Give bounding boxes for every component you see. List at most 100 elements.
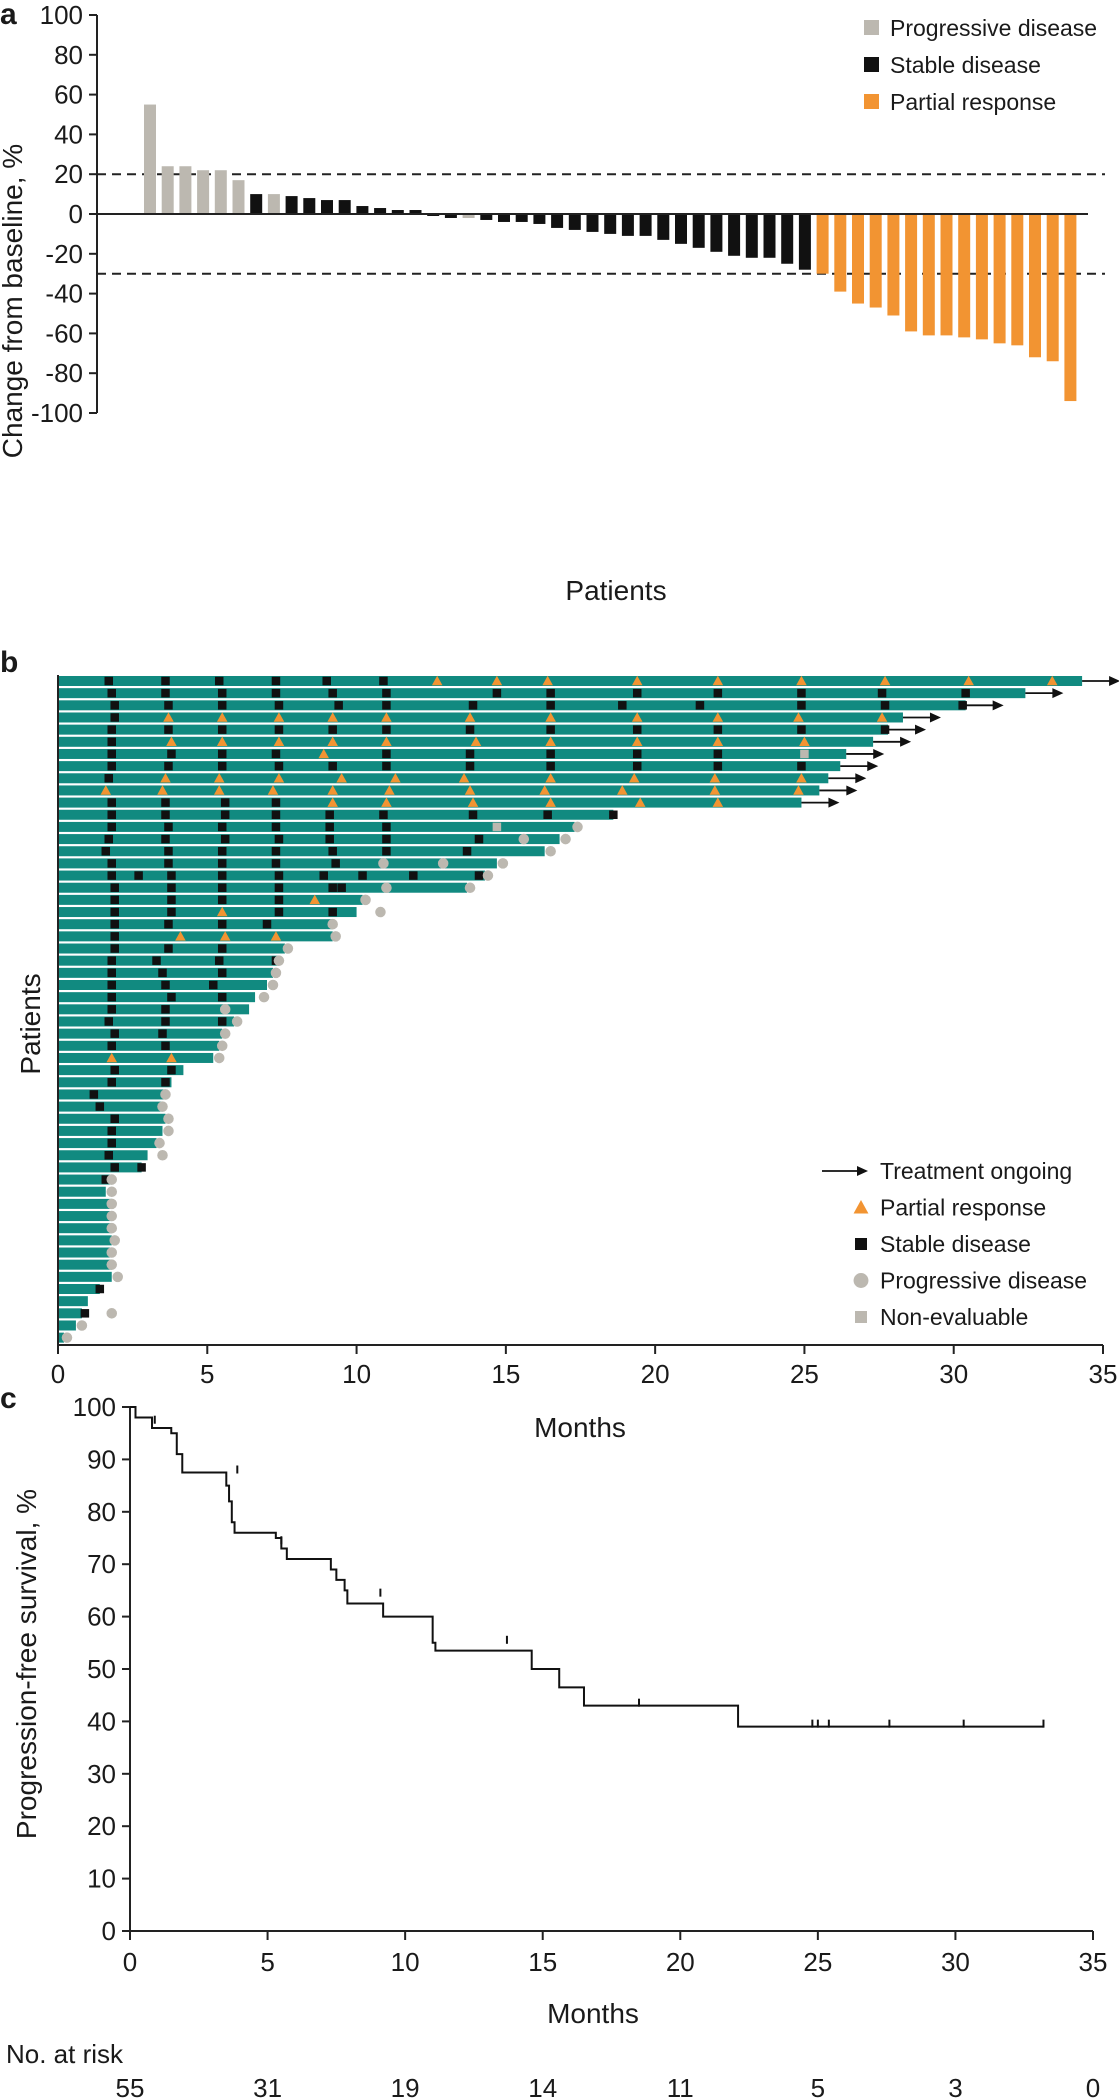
b-partial-marker [213, 785, 225, 795]
b-partial-marker [545, 797, 556, 807]
b-stable-marker [95, 1102, 105, 1111]
b-ongoing-arrow-head [1052, 688, 1064, 699]
b-ongoing-arrow-head [992, 700, 1004, 711]
b-partial-marker [309, 894, 321, 905]
b-patient-bar [58, 834, 560, 845]
b-stable-marker [274, 895, 284, 905]
b-stable-marker [220, 834, 230, 844]
a-bar [1046, 214, 1059, 362]
a-bar [940, 214, 953, 336]
panel-a-y-title: Change from baseline, % [0, 144, 28, 458]
a-bar [179, 166, 192, 214]
b-partial-marker [458, 773, 470, 783]
b-patient-bar [58, 1089, 166, 1100]
b-progressive-marker [270, 967, 282, 979]
b-stable-marker [110, 883, 119, 892]
b-partial-marker [712, 675, 724, 686]
a-bar [409, 210, 422, 214]
b-progressive-marker [106, 1210, 118, 1222]
b-stable-marker [880, 701, 890, 710]
a-y-tick-label: 20 [54, 159, 83, 189]
a-bar [887, 214, 900, 316]
b-partial-marker [273, 736, 285, 747]
b-stable-marker [110, 1114, 119, 1124]
b-patient-bar [58, 992, 256, 1003]
b-stable-marker [164, 944, 173, 953]
b-stable-marker [713, 761, 723, 771]
b-stable-marker [271, 859, 281, 868]
b-stable-marker [161, 1041, 170, 1051]
a-bar [568, 214, 581, 230]
b-patient-bar [58, 1320, 76, 1331]
c-y-tick-label: 10 [87, 1864, 116, 1894]
at-risk-row: 55 31 19 14 11 5 3 0 [116, 2073, 1101, 2099]
b-progressive-marker [267, 979, 279, 991]
b-stable-marker [325, 822, 334, 832]
b-patient-bar [58, 809, 614, 820]
b-stable-marker [167, 992, 176, 1002]
b-stable-marker [358, 871, 367, 880]
b-stable-marker [877, 688, 887, 698]
b-stable-marker [107, 1005, 116, 1014]
b-stable-marker [274, 871, 284, 880]
b-nonevaluable-marker [492, 822, 502, 832]
b-stable-marker [217, 688, 227, 698]
b-stable-marker [271, 798, 281, 807]
b-stable-marker [713, 749, 723, 759]
c-x-tick-label: 20 [666, 1947, 695, 1977]
b-patient-bar [58, 931, 333, 942]
b-partial-marker [631, 712, 643, 722]
b-patient-bar [58, 700, 966, 711]
b-patient-bar [58, 821, 575, 832]
b-legend-arrow-head [857, 1166, 868, 1176]
b-nonevaluable-marker [855, 1311, 867, 1323]
b-patient-bar [58, 1284, 100, 1294]
c-x-tick-label: 0 [123, 1947, 137, 1977]
b-stable-marker [110, 895, 119, 905]
b-stable-marker [217, 871, 227, 880]
a-y-tick-label: -80 [45, 358, 83, 388]
b-partial-marker [712, 712, 724, 722]
a-legend-swatch [864, 57, 879, 72]
a-bar [232, 180, 245, 214]
b-stable-marker [797, 761, 806, 771]
b-stable-marker [164, 846, 173, 856]
c-y-tick-label: 20 [87, 1811, 116, 1841]
b-stable-marker [382, 688, 391, 698]
b-stable-marker [217, 749, 227, 759]
b-patient-bar [58, 1296, 88, 1307]
b-stable-marker [161, 1078, 170, 1087]
b-stable-marker [107, 980, 116, 990]
b-stable-marker [468, 810, 478, 820]
a-legend-label: Partial response [890, 89, 1056, 115]
b-stable-marker [107, 1041, 116, 1051]
b-progressive-marker [213, 1052, 225, 1064]
a-bar [356, 206, 369, 214]
b-stable-marker [110, 1065, 119, 1075]
b-patient-bar [58, 797, 802, 808]
b-stable-marker [110, 1029, 119, 1038]
b-ongoing-arrow-head [1109, 676, 1119, 686]
a-bar [1064, 214, 1077, 402]
c-y-tick-label: 100 [73, 1392, 116, 1422]
a-y-tick-label: 80 [54, 40, 83, 70]
b-progressive-marker [219, 1028, 231, 1039]
b-partial-marker [381, 712, 392, 722]
b-progressive-marker [106, 1259, 118, 1270]
a-bar [285, 196, 298, 214]
b-progressive-marker [572, 821, 583, 833]
b-patient-bar [58, 785, 820, 796]
b-stable-marker [107, 968, 116, 978]
b-stable-marker [107, 871, 116, 880]
b-partial-marker [336, 773, 347, 783]
b-progressive-marker [109, 1235, 120, 1246]
panel-a-letter: a [0, 0, 17, 31]
a-bar [657, 214, 670, 240]
c-x-tick-label: 10 [391, 1947, 420, 1977]
b-progressive-marker [375, 906, 386, 918]
b-stable-marker [217, 701, 227, 710]
b-patient-bar [58, 907, 357, 918]
b-stable-marker [462, 846, 472, 856]
a-bar [993, 214, 1006, 344]
b-stable-marker [110, 932, 119, 941]
